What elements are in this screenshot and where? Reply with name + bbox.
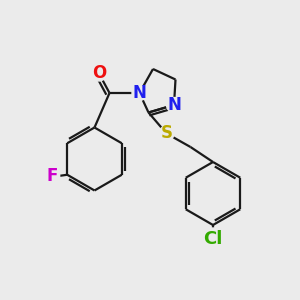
Text: O: O	[92, 64, 106, 82]
Text: S: S	[160, 124, 172, 142]
Text: N: N	[167, 96, 181, 114]
Text: Cl: Cl	[203, 230, 223, 247]
Circle shape	[132, 85, 147, 100]
Circle shape	[92, 66, 106, 81]
Text: F: F	[46, 167, 58, 185]
Circle shape	[159, 126, 174, 141]
Circle shape	[202, 228, 224, 249]
Circle shape	[167, 98, 182, 112]
Text: N: N	[133, 84, 146, 102]
Circle shape	[45, 169, 60, 184]
